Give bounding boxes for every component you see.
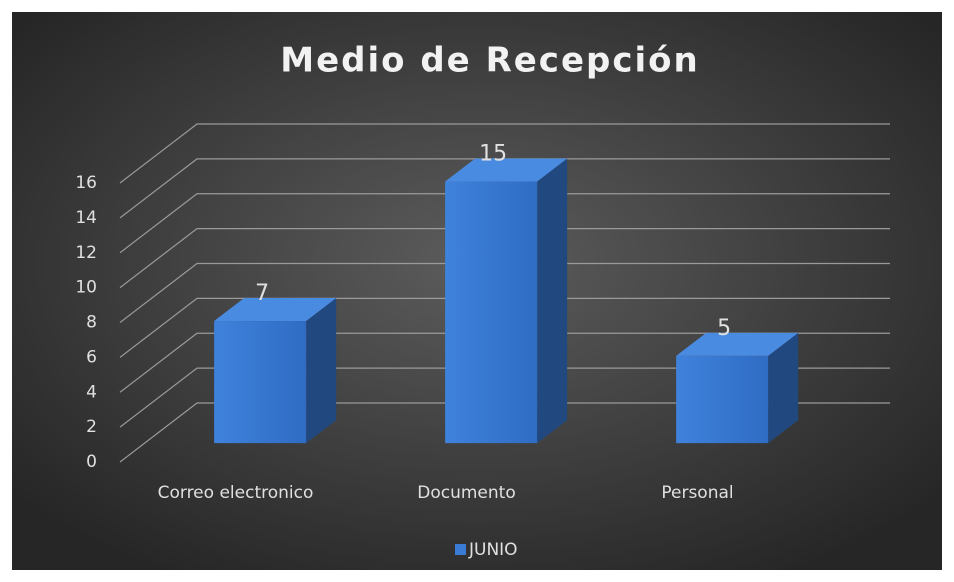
chart-title: Medio de Recepción [280, 41, 699, 81]
x-tick-label: Correo electronico [158, 483, 314, 503]
y-tick-label: 12 [75, 243, 97, 263]
data-label: 7 [255, 281, 269, 306]
grid-line [119, 158, 890, 219]
grid-line [119, 228, 890, 289]
y-tick-label: 8 [86, 313, 97, 333]
y-tick-label: 6 [86, 347, 97, 367]
bar-side [537, 158, 568, 444]
grid-line [119, 123, 890, 184]
legend-label: JUNIO [468, 540, 518, 560]
bar-top [214, 298, 337, 322]
data-label: 15 [479, 142, 507, 167]
grid-line [119, 332, 890, 393]
y-tick-label: 14 [75, 208, 97, 228]
bar-top [445, 158, 568, 182]
grid-line [119, 367, 890, 428]
data-label: 5 [717, 316, 731, 341]
grid-line [119, 193, 890, 254]
grid-line [119, 402, 890, 463]
bar [676, 355, 769, 444]
y-tick-label: 0 [86, 452, 97, 472]
y-tick-label: 10 [75, 278, 97, 298]
y-tick-label: 2 [86, 417, 97, 437]
bar-side [306, 298, 337, 444]
bar-side [768, 332, 799, 444]
bar [445, 181, 538, 444]
x-tick-label: Personal [661, 483, 733, 503]
bar [214, 321, 307, 444]
grid-line [119, 297, 890, 358]
bar-top [676, 332, 799, 356]
grid-line [119, 262, 890, 323]
y-tick-label: 16 [75, 173, 97, 193]
y-tick-label: 4 [86, 382, 97, 402]
x-tick-label: Documento [417, 483, 515, 503]
legend-swatch [455, 544, 466, 555]
